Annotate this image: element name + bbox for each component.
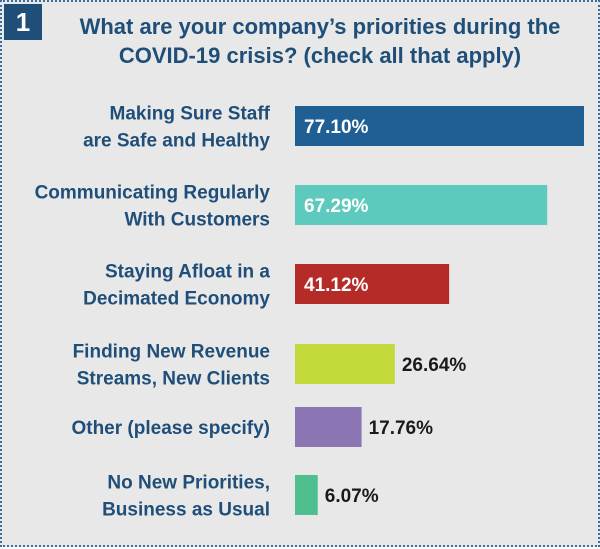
category-label-2-line-2: With Customers [124, 210, 270, 231]
question-number-badge: 1 [4, 4, 42, 40]
bar-3 [295, 264, 450, 304]
bar-4 [295, 344, 395, 384]
bar-2 [295, 185, 548, 225]
value-label-6: 6.07% [325, 486, 379, 507]
value-label-5: 17.76% [369, 418, 434, 439]
bar-1 [295, 106, 584, 146]
value-label-3: 41.12% [304, 275, 369, 296]
bar-6 [295, 475, 318, 515]
category-label-3-line-2: Decimated Economy [83, 289, 270, 310]
value-label-2: 67.29% [304, 196, 369, 217]
category-label-6-line-2: Business as Usual [102, 500, 270, 521]
category-label-6-line-1: No New Priorities, [107, 473, 270, 494]
category-label-5-line-1: Other (please specify) [71, 418, 270, 439]
category-label-4-line-1: Finding New Revenue [73, 342, 270, 363]
category-label-2-line-1: Communicating Regularly [35, 183, 271, 204]
category-label-1-line-1: Making Sure Staff [110, 104, 271, 125]
value-label-1: 77.10% [304, 117, 369, 138]
bar-5 [295, 407, 362, 447]
category-label-1-line-2: are Safe and Healthy [83, 131, 270, 152]
chart-title: What are your company’s priorities durin… [79, 14, 561, 68]
category-label-3-line-1: Staying Afloat in a [105, 262, 270, 283]
category-label-4-line-2: Streams, New Clients [77, 369, 270, 390]
value-label-4: 26.64% [402, 355, 467, 376]
